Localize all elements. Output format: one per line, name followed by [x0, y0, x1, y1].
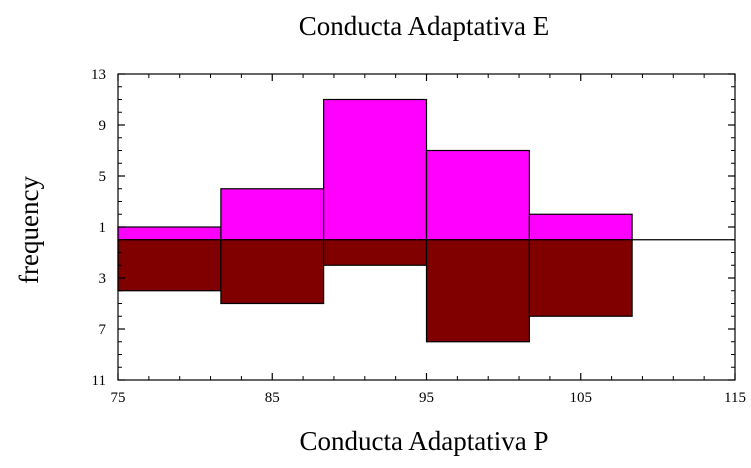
x-tick-label: 85 [265, 390, 280, 406]
upper-bar-2 [323, 98, 428, 241]
y-tick-label: 11 [92, 373, 106, 389]
x-tick-label: 105 [570, 390, 593, 406]
chart-title: Conducta Adaptativa E [299, 11, 549, 41]
y-axis-label: frequency [14, 176, 44, 284]
y-tick-label: 1 [99, 220, 107, 236]
lower-bar-3 [425, 239, 530, 343]
lower-bar-0 [117, 239, 222, 292]
x-tick-label: 75 [111, 390, 126, 406]
y-tick-label: 9 [99, 118, 107, 134]
y-tick-label: 13 [91, 67, 106, 83]
x-tick-label: 115 [724, 390, 746, 406]
y-tick-label: 7 [99, 322, 107, 338]
y-tick-label: 5 [99, 169, 107, 185]
lower-bar-4 [528, 239, 633, 317]
upper-bar-3 [425, 149, 530, 241]
y-tick-label: 3 [99, 271, 107, 287]
bars-layer [117, 98, 735, 343]
lower-bar-1 [220, 239, 325, 305]
upper-bar-1 [220, 188, 325, 241]
upper-bar-0 [117, 226, 222, 241]
upper-bar-4 [528, 213, 633, 241]
lower-bar-2 [323, 239, 428, 266]
x-axis-label: Conducta Adaptativa P [300, 426, 549, 456]
x-tick-label: 95 [419, 390, 434, 406]
